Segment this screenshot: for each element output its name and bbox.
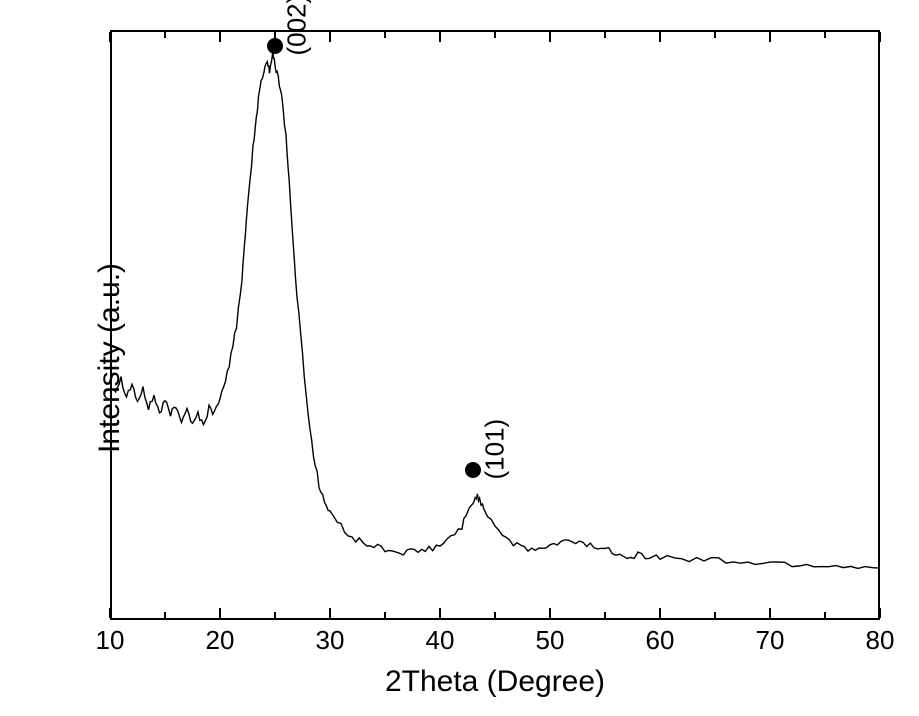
x-tick-label: 10	[96, 625, 125, 656]
peak-label: (002)	[282, 0, 313, 55]
x-tick-label: 40	[426, 625, 455, 656]
x-tick-label: 70	[756, 625, 785, 656]
x-tick-label: 20	[206, 625, 235, 656]
x-tick-label: 60	[646, 625, 675, 656]
x-tick-label: 50	[536, 625, 565, 656]
chart-container: Intensity (a.u.) 2Theta (Degree) 1020304…	[0, 0, 919, 716]
x-axis-label: 2Theta (Degree)	[110, 665, 880, 699]
peak-label: (101)	[480, 419, 511, 480]
x-tick-label: 80	[866, 625, 895, 656]
xrd-pattern-line	[110, 30, 880, 620]
x-tick-label: 30	[316, 625, 345, 656]
